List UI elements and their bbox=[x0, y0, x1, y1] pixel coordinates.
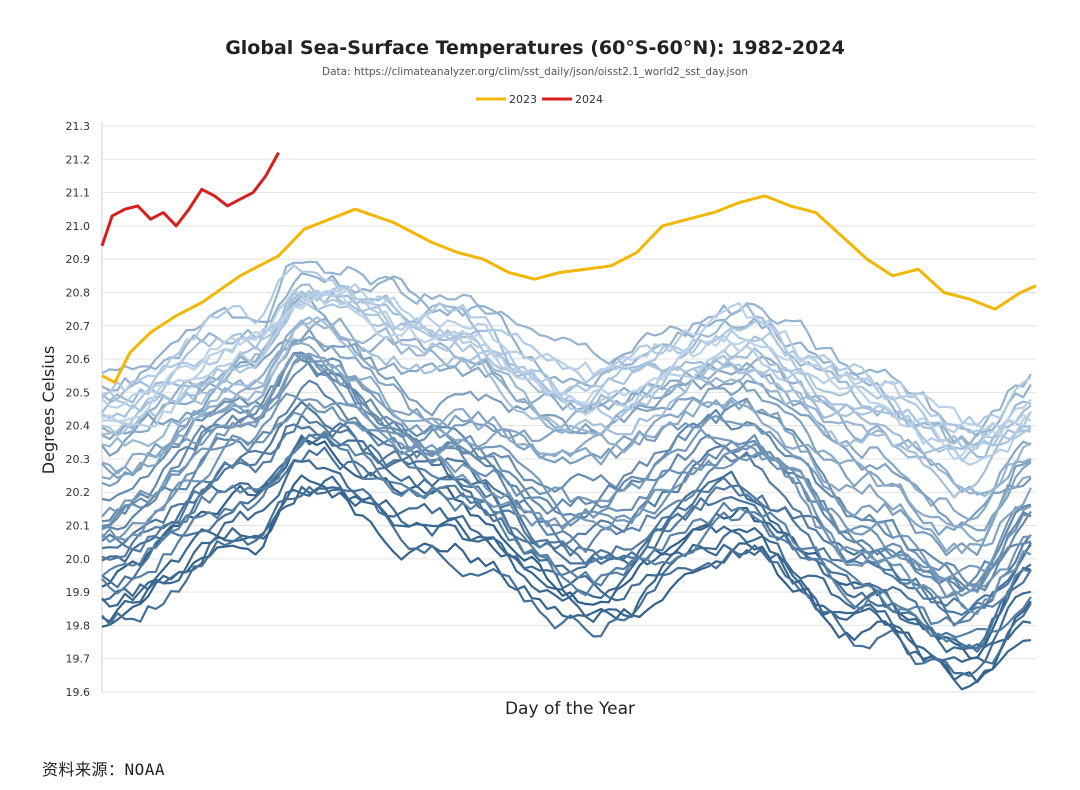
series-line-2007 bbox=[101, 294, 1032, 521]
y-tick-label: 20.6 bbox=[66, 353, 91, 366]
y-tick-label: 21.0 bbox=[66, 220, 91, 233]
series-line-1988 bbox=[101, 485, 1032, 678]
series-line-1985 bbox=[101, 475, 1032, 664]
recent-years-lines bbox=[100, 151, 1037, 384]
x-axis-label: Day of the Year bbox=[505, 699, 635, 719]
series-line-2024 bbox=[100, 151, 280, 247]
y-tick-labels: 19.6 19.7 19.8 19.9 20.0 20.1 20.2 20.3 20.4 20.5… bbox=[66, 120, 91, 699]
y-tick-label: 19.8 bbox=[66, 619, 91, 632]
y-tick-label: 21.3 bbox=[66, 120, 91, 133]
series-line-1993 bbox=[101, 433, 1032, 643]
y-tick-label: 20.4 bbox=[66, 420, 91, 433]
series-line-2002 bbox=[101, 353, 1032, 582]
series-line-2023 bbox=[101, 194, 1037, 384]
y-tick-label: 20.7 bbox=[66, 320, 91, 333]
chart-title: Global Sea-Surface Temperatures (60°S-60… bbox=[225, 37, 845, 59]
series-line-2015 bbox=[101, 316, 1031, 499]
y-tick-label: 20.2 bbox=[66, 486, 91, 499]
y-tick-label: 20.9 bbox=[66, 253, 91, 266]
y-tick-label: 19.7 bbox=[66, 653, 91, 666]
series-line-1998 bbox=[101, 351, 1032, 587]
sst-chart: Global Sea-Surface Temperatures (60°S-60… bbox=[39, 37, 1037, 719]
series-line-2001 bbox=[101, 392, 1031, 597]
y-tick-label: 20.1 bbox=[66, 520, 91, 533]
legend-label-2023: 2023 bbox=[509, 93, 537, 106]
source-note: 资料来源：NOAA bbox=[42, 760, 166, 779]
series-line-2009 bbox=[101, 317, 1032, 496]
y-tick-label: 20.0 bbox=[66, 553, 91, 566]
y-axis-label: Degrees Celsius bbox=[39, 346, 58, 474]
series-line-1989 bbox=[101, 446, 1032, 653]
series-line-1995 bbox=[101, 379, 1032, 593]
y-tick-label: 20.8 bbox=[66, 286, 91, 299]
legend: 2023 2024 bbox=[476, 93, 603, 106]
y-tick-label: 19.6 bbox=[66, 686, 91, 699]
series-line-1987 bbox=[101, 433, 1032, 650]
y-tick-label: 21.1 bbox=[66, 187, 91, 200]
y-tick-label: 20.5 bbox=[66, 386, 91, 399]
y-tick-label: 21.2 bbox=[66, 153, 91, 166]
series-line-1986 bbox=[101, 459, 1032, 654]
y-tick-label: 19.9 bbox=[66, 586, 91, 599]
series-line-1994 bbox=[101, 430, 1032, 626]
chart-subtitle: Data: https://climateanalyzer.org/clim/s… bbox=[322, 66, 748, 78]
series-line-2003 bbox=[101, 354, 1032, 557]
series-line-2005 bbox=[101, 352, 1032, 537]
legend-label-2024: 2024 bbox=[575, 93, 603, 106]
series-line-2021 bbox=[101, 283, 1032, 432]
y-tick-label: 20.3 bbox=[66, 453, 91, 466]
series-line-1983 bbox=[101, 474, 1032, 684]
series-line-1991 bbox=[101, 423, 1032, 627]
series-line-1997 bbox=[101, 351, 1032, 591]
series-line-2016 bbox=[101, 289, 1032, 448]
series-line-2022 bbox=[101, 289, 1032, 461]
older-years-lines bbox=[101, 260, 1032, 691]
